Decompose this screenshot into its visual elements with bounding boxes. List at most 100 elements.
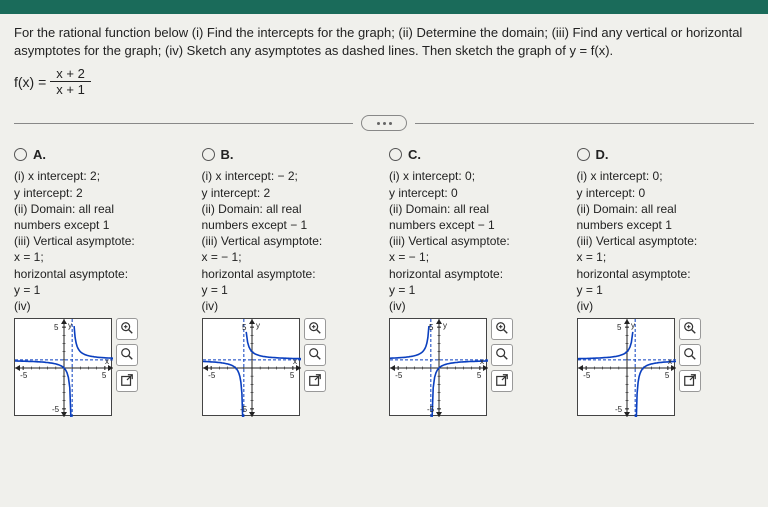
svg-text:x: x <box>105 357 109 366</box>
svg-text:5: 5 <box>289 371 294 380</box>
svg-text:y: y <box>631 321 635 330</box>
divider-row <box>14 115 754 131</box>
svg-text:5: 5 <box>429 323 434 332</box>
graph-thumbnail[interactable]: y x -5 5 5 -5 <box>389 318 487 416</box>
option-label: A. <box>33 147 46 162</box>
expand-button[interactable] <box>361 115 407 131</box>
option-line: horizontal asymptote: <box>577 266 755 282</box>
option-line: (iii) Vertical asymptote: <box>202 233 380 249</box>
zoom-in-button[interactable] <box>491 318 513 340</box>
svg-text:-5: -5 <box>240 405 248 414</box>
option-b: B.(i) x intercept: − 2;y intercept: 2(ii… <box>202 147 380 416</box>
zoom-button[interactable] <box>491 344 513 366</box>
option-line: x = − 1; <box>389 249 567 265</box>
option-text: (i) x intercept: 0;y intercept: 0(ii) Do… <box>389 168 567 314</box>
svg-text:5: 5 <box>102 371 107 380</box>
svg-text:5: 5 <box>54 323 59 332</box>
zoom-in-button[interactable] <box>304 318 326 340</box>
radio-button[interactable] <box>202 148 215 161</box>
option-line: (i) x intercept: 2; <box>14 168 192 184</box>
graph-thumbnail[interactable]: y x -5 5 5 -5 <box>577 318 675 416</box>
option-line: numbers except 1 <box>14 217 192 233</box>
svg-text:5: 5 <box>664 371 669 380</box>
zoom-in-button[interactable] <box>116 318 138 340</box>
svg-text:-5: -5 <box>395 371 403 380</box>
svg-text:y: y <box>68 321 72 330</box>
zoom-icon <box>120 347 134 364</box>
option-line: (i) x intercept: − 2; <box>202 168 380 184</box>
zoom-in-icon <box>120 321 134 338</box>
svg-text:x: x <box>293 357 297 366</box>
numerator: x + 2 <box>50 66 91 82</box>
option-line: (i) x intercept: 0; <box>389 168 567 184</box>
option-line: x = 1; <box>14 249 192 265</box>
zoom-button[interactable] <box>116 344 138 366</box>
graph-controls <box>304 318 326 392</box>
svg-text:-5: -5 <box>208 371 216 380</box>
function-definition: f(x) = x + 2 x + 1 <box>14 66 754 97</box>
graph-controls <box>116 318 138 392</box>
option-line: y intercept: 0 <box>577 185 755 201</box>
option-line: (iii) Vertical asymptote: <box>14 233 192 249</box>
radio-button[interactable] <box>389 148 402 161</box>
zoom-icon <box>308 347 322 364</box>
option-line: y = 1 <box>202 282 380 298</box>
popout-button[interactable] <box>679 370 701 392</box>
option-line: (iv) <box>389 298 567 314</box>
app-titlebar <box>0 0 768 14</box>
option-line: numbers except − 1 <box>202 217 380 233</box>
svg-text:-5: -5 <box>583 371 591 380</box>
svg-text:-5: -5 <box>52 405 60 414</box>
option-line: (iv) <box>14 298 192 314</box>
svg-text:-5: -5 <box>20 371 28 380</box>
popout-button[interactable] <box>116 370 138 392</box>
divider-line <box>415 123 754 124</box>
popout-icon <box>495 373 509 390</box>
radio-button[interactable] <box>577 148 590 161</box>
option-line: x = 1; <box>577 249 755 265</box>
option-header: C. <box>389 147 567 162</box>
graph-thumbnail[interactable]: y x -5 5 5 -5 <box>202 318 300 416</box>
option-line: y intercept: 0 <box>389 185 567 201</box>
svg-text:5: 5 <box>242 323 247 332</box>
svg-text:5: 5 <box>477 371 482 380</box>
popout-button[interactable] <box>491 370 513 392</box>
svg-text:x: x <box>668 357 672 366</box>
zoom-button[interactable] <box>304 344 326 366</box>
option-line: (iv) <box>202 298 380 314</box>
graph-row: y x -5 5 5 -5 <box>202 318 380 416</box>
svg-text:-5: -5 <box>615 405 623 414</box>
radio-button[interactable] <box>14 148 27 161</box>
option-line: y = 1 <box>389 282 567 298</box>
popout-icon <box>120 373 134 390</box>
popout-button[interactable] <box>304 370 326 392</box>
zoom-button[interactable] <box>679 344 701 366</box>
zoom-in-icon <box>495 321 509 338</box>
popout-icon <box>308 373 322 390</box>
graph-row: y x -5 5 5 -5 <box>14 318 192 416</box>
option-line: y intercept: 2 <box>14 185 192 201</box>
option-d: D.(i) x intercept: 0;y intercept: 0(ii) … <box>577 147 755 416</box>
zoom-in-button[interactable] <box>679 318 701 340</box>
svg-text:-5: -5 <box>427 405 435 414</box>
option-line: y intercept: 2 <box>202 185 380 201</box>
function-lhs: f(x) = <box>14 74 46 90</box>
option-text: (i) x intercept: − 2;y intercept: 2(ii) … <box>202 168 380 314</box>
graph-thumbnail[interactable]: y x -5 5 5 -5 <box>14 318 112 416</box>
zoom-in-icon <box>308 321 322 338</box>
option-line: (iv) <box>577 298 755 314</box>
option-line: (ii) Domain: all real <box>389 201 567 217</box>
graph-controls <box>491 318 513 392</box>
option-line: numbers except 1 <box>577 217 755 233</box>
option-line: (iii) Vertical asymptote: <box>389 233 567 249</box>
option-line: (ii) Domain: all real <box>14 201 192 217</box>
zoom-icon <box>495 347 509 364</box>
option-line: (ii) Domain: all real <box>202 201 380 217</box>
svg-text:5: 5 <box>617 323 622 332</box>
option-header: B. <box>202 147 380 162</box>
fraction: x + 2 x + 1 <box>50 66 91 97</box>
denominator: x + 1 <box>50 82 91 97</box>
option-label: D. <box>596 147 609 162</box>
option-line: numbers except − 1 <box>389 217 567 233</box>
option-line: horizontal asymptote: <box>14 266 192 282</box>
